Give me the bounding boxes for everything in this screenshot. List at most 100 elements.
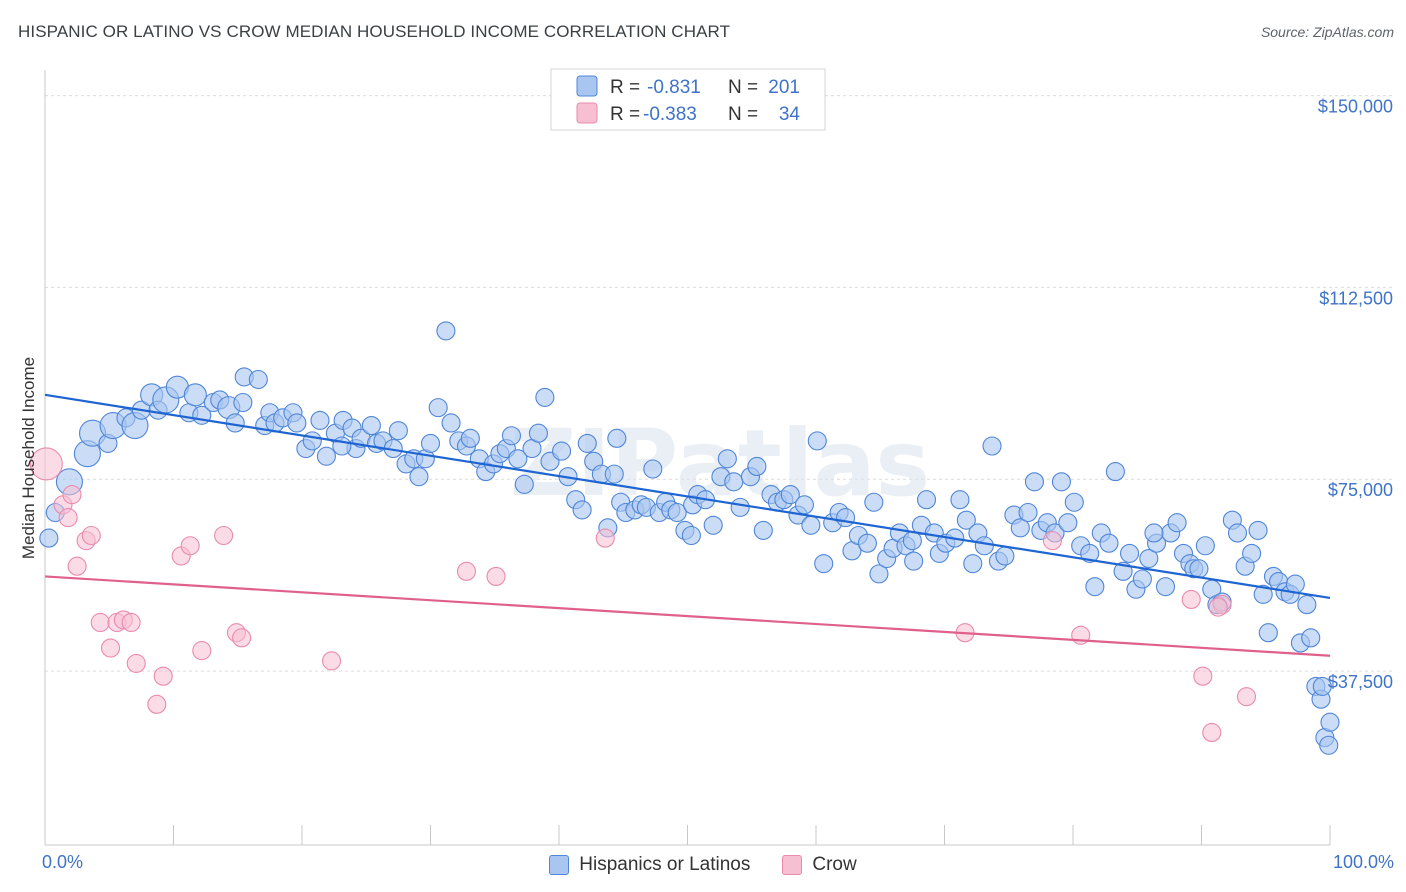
crow-point-18 — [214, 525, 234, 546]
hispanics-point-15 — [183, 383, 207, 407]
crow-point-22 — [456, 561, 477, 581]
hispanics-point-104 — [801, 515, 821, 535]
hispanics-point-168 — [1227, 523, 1248, 543]
hispanics-point-90 — [703, 515, 723, 535]
crow-point-2 — [58, 508, 78, 528]
hispanics-point-60 — [501, 426, 522, 446]
crow-point-32 — [1236, 687, 1257, 707]
hispanics-point-190 — [681, 525, 701, 546]
y-axis-tick-labels: $37,500 $75,000 $112,500 $150,000 — [1318, 97, 1393, 692]
hispanics-point-186 — [1319, 735, 1339, 755]
hispanics-point-180 — [1297, 595, 1317, 615]
hispanics-point-62 — [514, 474, 534, 494]
hispanics-point-151 — [1119, 543, 1140, 563]
legend-r-label-2: R = — [610, 104, 640, 125]
series-legend: Hispanics or Latinos Crow — [0, 852, 1406, 878]
legend-label-hispanics: Hispanics or Latinos — [579, 854, 751, 875]
hispanics-point-185 — [1320, 712, 1340, 732]
hispanics-point-145 — [1080, 543, 1100, 563]
hispanics-point-142 — [1058, 513, 1078, 533]
crow-point-29 — [1193, 666, 1213, 686]
hispanics-point-146 — [1085, 577, 1105, 597]
hispanics-point-191 — [904, 551, 924, 571]
crow-point-6 — [81, 525, 101, 546]
legend-n-label-2: N = — [728, 104, 758, 125]
crow-point-17 — [192, 641, 212, 661]
crow-point-3 — [62, 485, 82, 505]
legend-item-hispanics: Hispanics or Latinos — [549, 854, 750, 876]
legend-n-value-1: 201 — [768, 77, 800, 98]
crow-point-12 — [126, 653, 146, 673]
crow-point-33 — [1208, 597, 1228, 617]
trend-lines — [44, 393, 1331, 657]
hispanics-point-137 — [1024, 472, 1044, 492]
legend-box: R = -0.831 N = 201 R = -0.383 N = 34 — [550, 68, 826, 131]
hispanics-point-154 — [1139, 548, 1159, 569]
crow-point-11 — [121, 612, 141, 633]
hispanics-point-128 — [963, 554, 983, 574]
hispanics-point-0 — [39, 528, 59, 548]
hispanics-point-67 — [552, 441, 572, 461]
hispanics-point-49 — [428, 398, 448, 418]
hispanics-point-94 — [730, 497, 750, 517]
crow-point-4 — [67, 556, 87, 576]
hispanics-point-106 — [814, 554, 834, 574]
hispanics-point-105 — [807, 431, 827, 451]
y-tick-label-3: $150,000 — [1318, 97, 1393, 117]
hispanics-point-64 — [528, 423, 548, 443]
hispanics-point-153 — [1132, 569, 1152, 589]
hispanics-point-173 — [1258, 623, 1278, 643]
crow-point-0 — [29, 447, 63, 481]
hispanics-point-188 — [607, 428, 627, 448]
hispanics-point-93 — [724, 472, 744, 492]
hispanics-point-171 — [1248, 520, 1268, 540]
hispanics-point-23 — [248, 369, 268, 390]
legend-label-crow: Crow — [812, 854, 857, 875]
hispanics-point-61 — [508, 449, 528, 469]
hispanics-point-158 — [1167, 513, 1187, 533]
gridlines — [45, 95, 1395, 672]
y-tick-label-0: $37,500 — [1328, 672, 1393, 692]
hispanics-point-46 — [409, 467, 429, 487]
hispanics-point-39 — [361, 415, 381, 436]
hispanics-point-21 — [233, 392, 253, 413]
crow-point-23 — [486, 566, 506, 586]
series-crow-points — [29, 447, 1257, 743]
hispanics-point-130 — [974, 536, 994, 556]
swatch-hispanics — [549, 855, 570, 875]
hispanics-point-136 — [1018, 502, 1038, 523]
crow-point-8 — [100, 638, 121, 658]
trend-line-crow — [44, 575, 1331, 657]
hispanics-point-114 — [869, 564, 889, 584]
legend-n-value-2: 34 — [779, 104, 801, 125]
crow-point-21 — [322, 651, 342, 671]
crow-point-26 — [1042, 531, 1062, 551]
hispanics-point-112 — [857, 533, 877, 553]
hispanics-point-54 — [460, 428, 480, 448]
hispanics-point-113 — [864, 492, 884, 512]
source-note: Source: ZipAtlas.com — [1260, 24, 1394, 40]
hispanics-point-192 — [1144, 523, 1164, 543]
crow-point-20 — [232, 628, 252, 648]
hispanics-point-85 — [667, 502, 687, 523]
legend-r-value-2: -0.383 — [643, 104, 697, 125]
hispanics-point-103 — [794, 495, 814, 515]
hispanics-point-33 — [316, 446, 336, 466]
legend-r-value-1: -0.831 — [647, 77, 701, 98]
hispanics-point-141 — [1051, 472, 1071, 492]
legend-r-label-1: R = — [610, 77, 640, 98]
hispanics-point-51 — [441, 413, 461, 433]
series-hispanics-points — [39, 321, 1340, 755]
x-tick-label-max: 100.0% — [1332, 852, 1394, 872]
hispanics-point-187 — [1312, 676, 1332, 696]
legend-swatch-crow — [576, 102, 598, 124]
hispanics-point-149 — [1105, 462, 1125, 482]
hispanics-point-109 — [836, 508, 856, 528]
legend-item-crow: Crow — [782, 854, 857, 876]
hispanics-point-170 — [1242, 543, 1262, 563]
hispanics-point-162 — [1189, 559, 1209, 579]
x-tick-label-min: 0.0% — [42, 852, 84, 872]
hispanics-point-143 — [1064, 492, 1084, 512]
hispanics-point-181 — [1301, 628, 1321, 648]
crow-point-13 — [147, 694, 167, 714]
